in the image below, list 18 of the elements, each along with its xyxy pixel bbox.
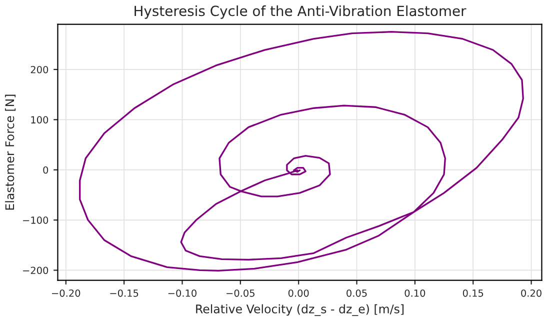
x-tick-label: 0.00 bbox=[288, 289, 309, 297]
x-tick-label: −0.05 bbox=[226, 289, 254, 297]
x-tick-label: 0.05 bbox=[346, 289, 367, 297]
y-axis-title: Elastomer Force [N] bbox=[5, 94, 16, 210]
y-tick-label: 100 bbox=[31, 116, 48, 124]
x-axis-title: Relative Velocity (dz_s - dz_e) [m/s] bbox=[196, 304, 404, 316]
y-tick-label: −100 bbox=[23, 216, 48, 224]
chart-title: Hysteresis Cycle of the Anti-Vibration Elastomer bbox=[134, 5, 466, 19]
y-tick-label: −200 bbox=[23, 266, 48, 274]
y-tick-label: 0 bbox=[43, 166, 48, 174]
x-tick-label: 0.20 bbox=[521, 289, 542, 297]
x-tick-label: 0.15 bbox=[462, 289, 484, 297]
x-tick-label: −0.15 bbox=[110, 289, 138, 297]
x-tick-label: −0.10 bbox=[168, 289, 196, 297]
line-series bbox=[79, 30, 524, 272]
y-tick-label: 200 bbox=[30, 66, 48, 74]
x-tick-label: 0.10 bbox=[404, 289, 426, 297]
x-tick-label: −0.20 bbox=[52, 289, 80, 297]
